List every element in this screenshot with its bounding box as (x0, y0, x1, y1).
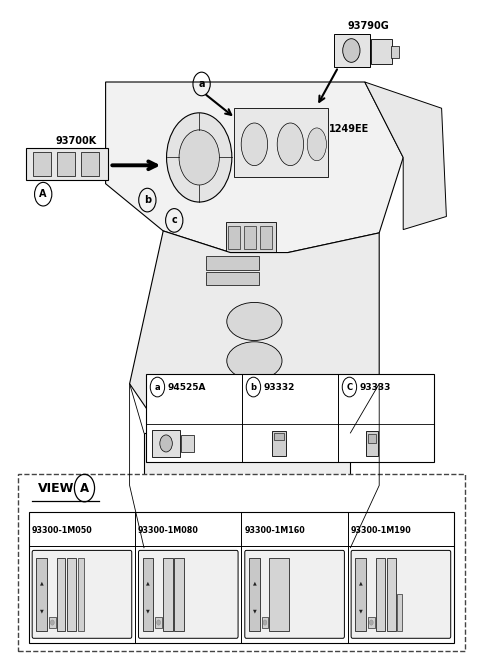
Polygon shape (144, 433, 350, 548)
FancyBboxPatch shape (245, 550, 345, 638)
Text: 93333: 93333 (359, 382, 390, 392)
Circle shape (369, 620, 373, 625)
Text: a: a (198, 79, 205, 89)
Bar (152, 430, 180, 457)
Bar (274, 433, 284, 440)
Ellipse shape (307, 128, 326, 161)
Bar (368, 434, 376, 443)
Ellipse shape (227, 342, 282, 380)
FancyBboxPatch shape (138, 550, 238, 638)
Text: 93790G: 93790G (348, 21, 390, 31)
Bar (156, 617, 162, 628)
Bar (244, 226, 256, 249)
Text: ▲: ▲ (359, 581, 362, 586)
Bar (146, 374, 434, 462)
Text: ▼: ▼ (252, 608, 256, 613)
Circle shape (157, 620, 160, 625)
FancyBboxPatch shape (32, 550, 132, 638)
Bar (397, 594, 402, 631)
Bar (163, 492, 331, 541)
Text: 93300-1M190: 93300-1M190 (350, 525, 411, 535)
Text: ▼: ▼ (359, 608, 362, 613)
Bar (371, 39, 392, 64)
Circle shape (343, 39, 360, 62)
Text: 93300-1M050: 93300-1M050 (32, 525, 93, 535)
Bar (234, 108, 328, 177)
Circle shape (167, 113, 232, 202)
Text: 93332: 93332 (263, 382, 294, 392)
Bar (33, 152, 51, 176)
Bar (387, 558, 396, 631)
Bar (368, 617, 374, 628)
Text: 93300-1M160: 93300-1M160 (244, 525, 305, 535)
Circle shape (160, 435, 172, 452)
Text: ▲: ▲ (146, 581, 150, 586)
Text: ▼: ▼ (146, 608, 150, 613)
Bar (226, 222, 276, 252)
Bar (260, 226, 272, 249)
Text: VIEW: VIEW (37, 482, 74, 495)
Text: ▲: ▲ (40, 581, 44, 586)
Bar (143, 558, 153, 631)
Text: ▼: ▼ (40, 608, 44, 613)
Bar (57, 152, 75, 176)
Bar (49, 617, 56, 628)
Bar (163, 558, 173, 631)
Ellipse shape (241, 123, 268, 165)
Bar (272, 431, 286, 456)
Bar (206, 256, 259, 270)
Polygon shape (106, 82, 403, 253)
Bar (375, 558, 385, 631)
Ellipse shape (227, 302, 282, 340)
Bar (29, 512, 454, 643)
Circle shape (179, 130, 219, 185)
Circle shape (263, 620, 267, 625)
FancyBboxPatch shape (351, 550, 451, 638)
Text: a: a (155, 382, 160, 392)
Text: C: C (347, 382, 352, 392)
Text: c: c (171, 215, 177, 226)
Bar (249, 558, 260, 631)
Text: 93300-1M080: 93300-1M080 (138, 525, 199, 535)
Bar (36, 558, 47, 631)
Text: 1249EE: 1249EE (329, 124, 369, 134)
Ellipse shape (277, 123, 303, 165)
Bar (334, 34, 370, 67)
Text: ▲: ▲ (252, 581, 256, 586)
Text: b: b (251, 382, 256, 392)
Bar (391, 46, 399, 58)
Bar (81, 152, 99, 176)
Circle shape (50, 620, 54, 625)
Text: b: b (144, 195, 151, 205)
Bar (18, 474, 465, 651)
Bar (78, 558, 84, 631)
Polygon shape (365, 82, 446, 230)
Bar (366, 431, 378, 456)
Bar (175, 558, 184, 631)
Bar (26, 148, 108, 180)
Polygon shape (130, 231, 379, 433)
Bar (67, 558, 76, 631)
Bar (181, 435, 194, 452)
Bar (269, 558, 289, 631)
Text: A: A (39, 189, 47, 199)
Text: A: A (80, 482, 89, 495)
Bar (206, 272, 259, 285)
Text: 93700K: 93700K (55, 136, 96, 146)
Bar (57, 558, 65, 631)
Bar (228, 226, 240, 249)
Text: 94525A: 94525A (167, 382, 205, 392)
Bar (262, 617, 268, 628)
Bar (355, 558, 366, 631)
